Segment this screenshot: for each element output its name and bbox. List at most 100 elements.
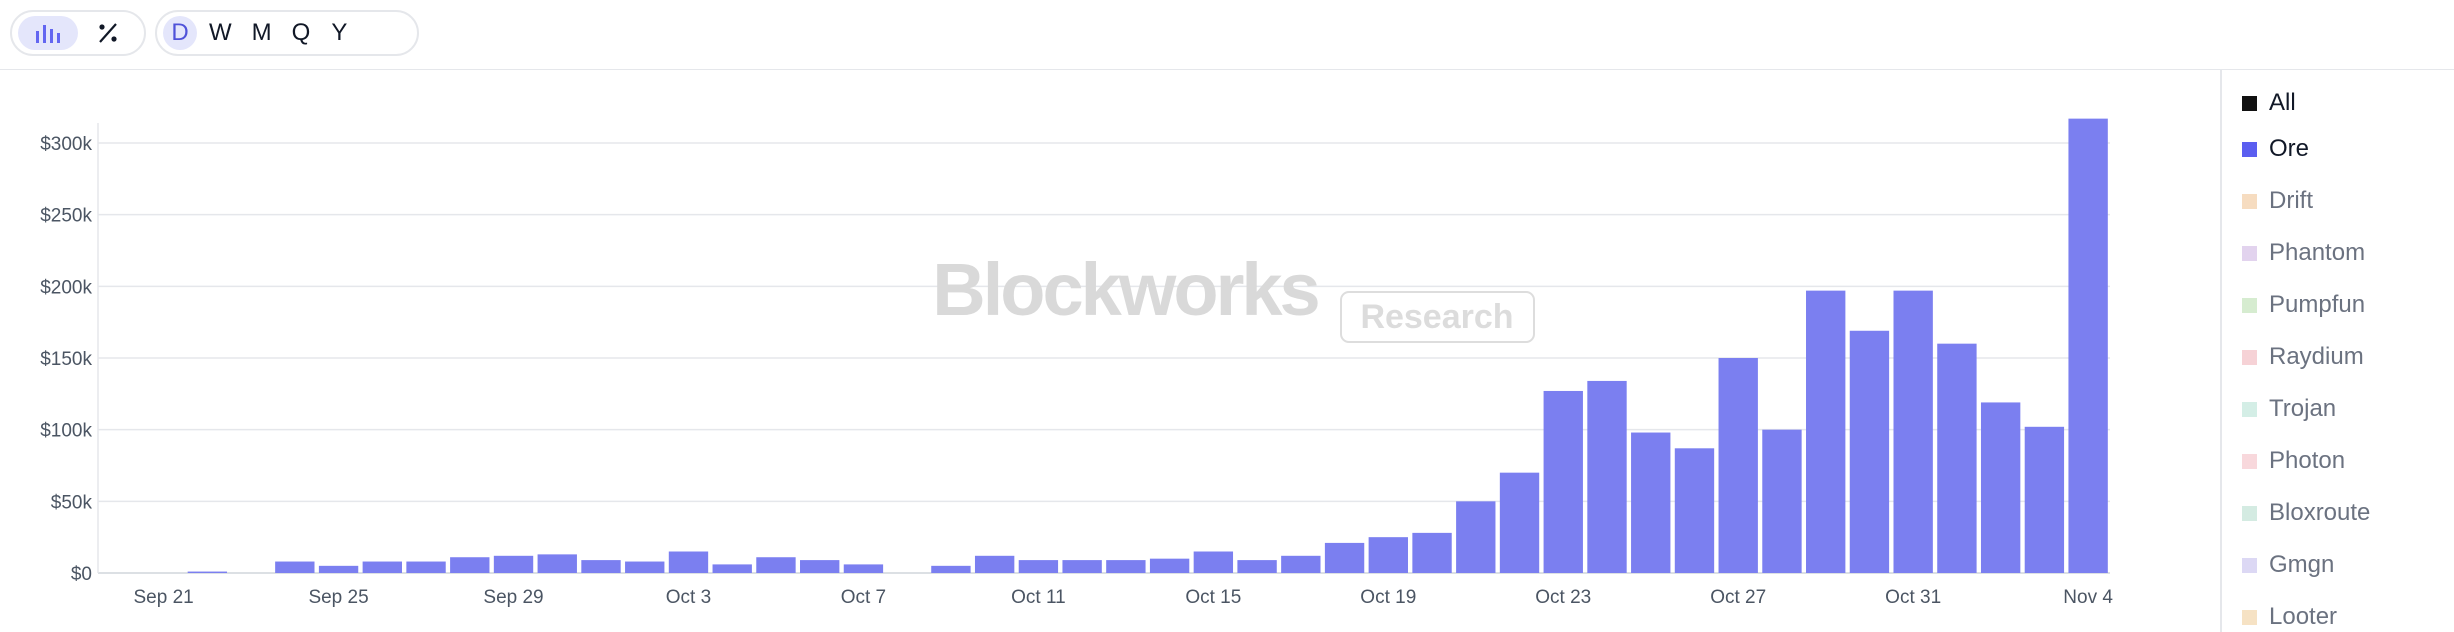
legend-swatch xyxy=(2242,141,2257,157)
bar-oct-11[interactable] xyxy=(1018,560,1059,573)
bar-nov-4[interactable] xyxy=(2068,118,2108,573)
y-tick-label: $100k xyxy=(40,421,92,442)
bar-sep-25[interactable] xyxy=(318,565,359,573)
x-tick-label: Oct 27 xyxy=(1710,587,1766,608)
bar-oct-1[interactable] xyxy=(581,560,621,573)
legend-swatch xyxy=(2242,193,2257,209)
bar-oct-14[interactable] xyxy=(1149,558,1190,573)
legend-item-bloxroute[interactable]: Bloxroute xyxy=(2242,499,2370,527)
legend-label: All xyxy=(2269,89,2296,116)
bar-chart-button[interactable] xyxy=(18,16,78,50)
legend-swatch xyxy=(2242,505,2257,521)
bar-sep-28[interactable] xyxy=(450,557,490,573)
legend-swatch xyxy=(2242,95,2257,111)
legend-item-gmgn[interactable]: Gmgn xyxy=(2242,551,2334,579)
legend-label: Raydium xyxy=(2269,343,2364,370)
watermark: Blockworks Research xyxy=(932,248,1535,343)
bar-oct-31[interactable] xyxy=(1893,290,1933,573)
x-tick-label: Oct 11 xyxy=(1011,587,1066,608)
legend-label: Pumpfun xyxy=(2269,291,2366,318)
legend-item-raydium[interactable]: Raydium xyxy=(2242,343,2364,371)
chart-type-toggle xyxy=(10,10,146,56)
bar-oct-12[interactable] xyxy=(1062,560,1102,573)
x-tick-label: Oct 19 xyxy=(1360,587,1416,608)
legend-label: Looter xyxy=(2269,603,2338,630)
legend: All Ore Drift Phantom Pumpfun Raydium Trojan Ph… xyxy=(2220,70,2454,632)
bar-oct-22[interactable] xyxy=(1499,472,1540,573)
bar-sep-22[interactable] xyxy=(187,571,228,573)
period-y-button[interactable]: Y xyxy=(331,19,348,46)
bar-oct-7[interactable] xyxy=(843,564,884,573)
bar-oct-21[interactable] xyxy=(1456,501,1496,573)
bar-oct-6[interactable] xyxy=(800,560,840,573)
bar-oct-26[interactable] xyxy=(1674,448,1715,573)
legend-swatch xyxy=(2242,557,2257,573)
y-tick-label: $0 xyxy=(71,564,92,585)
legend-swatch xyxy=(2242,453,2257,469)
y-tick-label: $50k xyxy=(51,492,93,513)
bar-nov-3[interactable] xyxy=(2024,426,2065,573)
bar-oct-5[interactable] xyxy=(756,557,796,573)
period-toggle: D W M Q Y xyxy=(155,10,419,56)
legend-label: Gmgn xyxy=(2269,551,2335,578)
bar-sep-26[interactable] xyxy=(362,561,402,573)
bar-oct-19[interactable] xyxy=(1368,537,1408,573)
bar-sep-24[interactable] xyxy=(275,561,315,573)
bar-oct-4[interactable] xyxy=(712,564,752,573)
bar-oct-15[interactable] xyxy=(1193,551,1234,574)
legend-item-looter[interactable]: Looter xyxy=(2242,603,2337,631)
y-tick-label: $150k xyxy=(40,349,92,370)
legend-swatch xyxy=(2242,297,2257,313)
bar-oct-29[interactable] xyxy=(1806,290,1846,573)
bar-sep-30[interactable] xyxy=(537,554,577,573)
bar-oct-20[interactable] xyxy=(1412,532,1452,573)
bar-oct-27[interactable] xyxy=(1718,358,1758,573)
period-d-button[interactable]: D xyxy=(163,16,197,50)
bar-oct-24[interactable] xyxy=(1587,380,1627,573)
legend-swatch xyxy=(2242,609,2257,625)
bar-oct-25[interactable] xyxy=(1631,432,1671,573)
bar-oct-23[interactable] xyxy=(1543,390,1583,573)
legend-item-phantom[interactable]: Phantom xyxy=(2242,239,2365,267)
x-axis: Sep 21 Sep 25 Sep 29 Oct 3 Oct 7 Oct 11 Oct 15… xyxy=(133,587,2113,608)
period-w-button[interactable]: W xyxy=(209,19,232,46)
x-tick-label: Sep 21 xyxy=(133,587,193,608)
legend-label: Trojan xyxy=(2269,395,2337,422)
legend-swatch xyxy=(2242,245,2257,261)
x-tick-label: Oct 7 xyxy=(841,587,886,608)
percent-button[interactable] xyxy=(78,16,138,50)
legend-item-trojan[interactable]: Trojan xyxy=(2242,395,2336,423)
x-tick-label: Nov 4 xyxy=(2063,587,2113,608)
bar-oct-17[interactable] xyxy=(1281,555,1321,573)
y-tick-label: $250k xyxy=(40,206,92,227)
bar-nov-2[interactable] xyxy=(1980,402,2021,573)
legend-label: Ore xyxy=(2269,135,2310,162)
bar-oct-16[interactable] xyxy=(1237,560,1277,573)
period-m-button[interactable]: M xyxy=(251,19,272,46)
bar-oct-3[interactable] xyxy=(668,551,709,574)
y-tick-label: $300k xyxy=(40,134,92,155)
legend-swatch xyxy=(2242,401,2257,417)
legend-item-all[interactable]: All xyxy=(2242,89,2296,117)
legend-item-photon[interactable]: Photon xyxy=(2242,447,2345,475)
bar-oct-30[interactable] xyxy=(1849,330,1890,573)
bar-sep-29[interactable] xyxy=(493,555,534,573)
y-tick-label: $200k xyxy=(40,277,92,298)
y-axis: $0 $50k $100k $150k $200k $250k $300k xyxy=(40,134,92,585)
bar-oct-9[interactable] xyxy=(931,565,971,573)
bar-chart: Blockworks Research $0 $50k $100k $150k $200… xyxy=(40,118,2113,608)
bar-sep-27[interactable] xyxy=(406,561,446,573)
bar-oct-18[interactable] xyxy=(1324,542,1365,573)
x-tick-label: Oct 31 xyxy=(1885,587,1941,608)
legend-item-pumpfun[interactable]: Pumpfun xyxy=(2242,291,2365,319)
legend-label: Photon xyxy=(2269,447,2346,474)
bar-oct-13[interactable] xyxy=(1106,560,1146,573)
bar-oct-10[interactable] xyxy=(974,555,1015,573)
legend-item-ore[interactable]: Ore xyxy=(2242,135,2309,163)
period-q-button[interactable]: Q xyxy=(291,19,311,46)
chart-area: Blockworks Research $0 $50k $100k $150k $200… xyxy=(0,72,2220,632)
bar-oct-28[interactable] xyxy=(1762,429,1802,573)
legend-item-drift[interactable]: Drift xyxy=(2242,187,2313,215)
bar-nov-1[interactable] xyxy=(1937,343,1977,573)
bar-oct-2[interactable] xyxy=(625,561,665,573)
